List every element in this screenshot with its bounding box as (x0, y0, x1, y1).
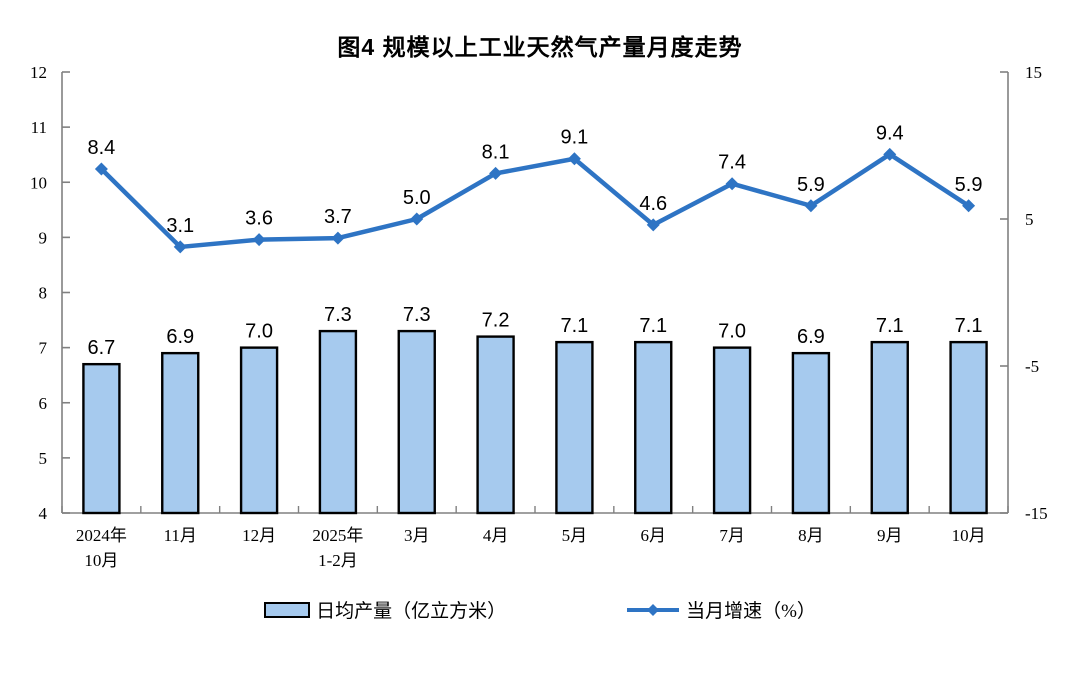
line-marker (252, 233, 266, 247)
line-marker (962, 199, 976, 213)
line-value-label: 9.1 (561, 127, 589, 149)
line-marker (173, 240, 187, 254)
bar-value-label: 7.1 (639, 315, 667, 337)
bar (82, 362, 121, 515)
left-axis-tick-label: 4 (39, 504, 48, 523)
growth-line (99, 152, 971, 250)
bar (239, 346, 279, 515)
line-series-label: 当月增速（%） (686, 601, 816, 622)
x-axis-category-label: 6月 (641, 526, 667, 545)
bar-series-label: 日均产量（亿立方米） (316, 601, 507, 622)
x-axis-category-label: 10月 (952, 526, 986, 545)
bar (791, 351, 831, 515)
line-value-label: 3.7 (324, 206, 352, 228)
x-axis-category-label: 12月 (242, 526, 276, 545)
line-value-label: 7.4 (718, 152, 746, 174)
line-series-swatch-icon (627, 603, 680, 616)
left-axis-tick-label: 7 (39, 339, 48, 358)
bar-value-label: 6.9 (797, 326, 825, 348)
bar-value-label: 7.1 (561, 315, 589, 337)
x-axis-category-label: 3月 (404, 526, 430, 545)
bar (949, 340, 988, 515)
bar-value-label: 6.7 (88, 337, 116, 359)
left-axis-tick-label: 12 (30, 63, 47, 82)
x-axis-category-label: 5月 (562, 526, 588, 545)
left-axis-tick-label: 9 (39, 228, 48, 247)
left-axis-tick-label: 5 (39, 449, 48, 468)
line-value-label: 9.4 (876, 122, 904, 144)
chart-legend: 日均产量（亿立方米） 当月增速（%） (0, 596, 1080, 623)
line-marker (646, 218, 660, 232)
line-value-label: 3.1 (166, 215, 194, 237)
bar-value-label: 7.1 (955, 315, 983, 337)
bar-value-label: 6.9 (166, 326, 194, 348)
x-axis-category-label: 9月 (877, 526, 903, 545)
bar-series-swatch-icon (264, 601, 311, 618)
bar-value-label: 7.0 (718, 321, 746, 343)
line-value-label: 5.0 (403, 187, 431, 209)
line-marker (804, 199, 818, 213)
line-marker (567, 152, 581, 166)
legend-item-line-series: 当月增速（%） (626, 596, 816, 623)
line-value-label: 8.1 (482, 141, 510, 163)
bar (870, 340, 909, 515)
right-axis-tick-label: 5 (1025, 210, 1034, 229)
right-axis-tick-label: -15 (1025, 504, 1048, 523)
x-axis-category-label: 7月 (719, 526, 745, 545)
legend-item-bar-series: 日均产量（亿立方米） (264, 596, 506, 623)
bar-value-label: 7.3 (403, 304, 431, 326)
bar (397, 329, 436, 515)
line-marker (410, 212, 424, 226)
line-value-label: 5.9 (955, 174, 983, 196)
line-value-label: 8.4 (88, 137, 116, 159)
left-axis-tick-label: 6 (39, 394, 48, 413)
x-axis-category-label: 4月 (483, 526, 509, 545)
bar-value-label: 7.2 (482, 310, 510, 332)
x-axis-category-label: 8月 (798, 526, 824, 545)
chart-title: 图4 规模以上工业天然气产量月度走势 (337, 34, 743, 60)
right-axis-tick-label: 15 (1025, 63, 1042, 82)
line-value-label: 3.6 (245, 208, 273, 230)
left-axis-tick-label: 10 (30, 173, 47, 192)
line-marker (725, 177, 739, 191)
left-axis-tick-label: 8 (39, 284, 48, 303)
line-marker (883, 147, 897, 161)
left-axis-tick-label: 11 (31, 118, 47, 137)
bar-value-label: 7.3 (324, 304, 352, 326)
x-axis-category-label: 11月 (164, 526, 197, 545)
bar (161, 351, 200, 515)
line-value-label: 4.6 (639, 193, 667, 215)
line-marker (331, 231, 345, 245)
x-axis-category-label: 2024年 10月 (76, 526, 127, 570)
line-marker (489, 166, 503, 180)
line-value-label: 5.9 (797, 174, 825, 196)
bar (318, 329, 358, 515)
bar (476, 335, 515, 515)
bar-value-label: 7.0 (245, 321, 273, 343)
line-marker (94, 162, 108, 176)
bar (555, 340, 594, 515)
bar (634, 340, 673, 515)
bar (712, 346, 752, 515)
right-axis-tick-label: -5 (1025, 357, 1039, 376)
bar-value-label: 7.1 (876, 315, 904, 337)
x-axis-category-label: 2025年 1-2月 (312, 526, 363, 570)
